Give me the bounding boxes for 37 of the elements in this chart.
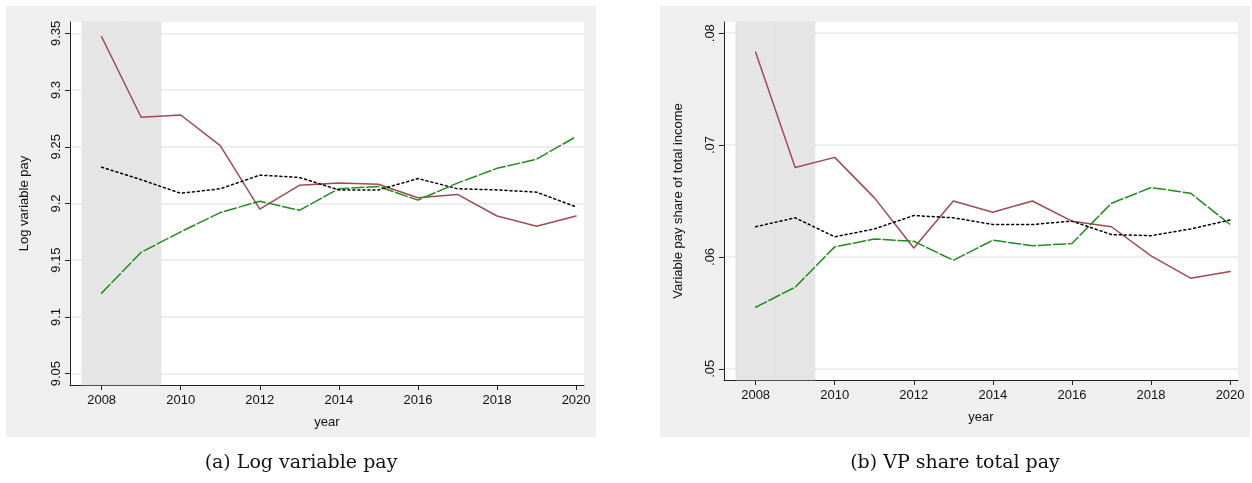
line-series bbox=[100, 135, 577, 294]
y-axis-title: Log variable pay bbox=[16, 155, 31, 252]
text: (a) Log variable pay bbox=[203, 450, 399, 472]
x-tick-label: 2014 bbox=[324, 392, 354, 407]
x-tick-label: 2008 bbox=[87, 392, 117, 407]
line-series bbox=[754, 214, 1231, 238]
line-series bbox=[754, 51, 1231, 279]
y-axis-title: Variable pay share of total income bbox=[670, 103, 685, 299]
y-tick-label: 9.3 bbox=[48, 81, 63, 100]
y-tick-label: .06 bbox=[702, 247, 717, 266]
x-axis-title: year bbox=[314, 414, 341, 429]
y-tick-label: 9.05 bbox=[48, 361, 63, 387]
x-tick-label: 2010 bbox=[820, 387, 850, 402]
y-tick-label: .07 bbox=[702, 136, 717, 155]
line-series bbox=[754, 186, 1231, 309]
line-series bbox=[100, 166, 577, 208]
y-tick-label: .08 bbox=[702, 24, 717, 43]
y-tick-label: 9.2 bbox=[48, 194, 63, 213]
x-tick-label: 2020 bbox=[561, 392, 591, 407]
x-tick-label: 2008 bbox=[741, 387, 771, 402]
x-axis-title: year bbox=[968, 409, 995, 424]
x-tick-label: 2010 bbox=[166, 392, 196, 407]
x-tick-label: 2012 bbox=[899, 387, 929, 402]
y-tick-label: .05 bbox=[702, 359, 717, 378]
x-tick-label: 2016 bbox=[403, 392, 433, 407]
line-series bbox=[100, 36, 577, 227]
x-tick-label: 2014 bbox=[978, 387, 1008, 402]
x-tick-label: 2012 bbox=[245, 392, 275, 407]
y-tick-label: 9.1 bbox=[48, 307, 63, 326]
x-tick-label: 2020 bbox=[1215, 387, 1245, 402]
y-tick-label: 9.15 bbox=[48, 247, 63, 273]
y-tick-label: 9.25 bbox=[48, 134, 63, 160]
x-tick-label: 2016 bbox=[1057, 387, 1087, 402]
y-tick-label: 9.35 bbox=[48, 20, 63, 46]
x-tick-label: 2018 bbox=[482, 392, 512, 407]
text: (b) VP share total pay bbox=[849, 450, 1061, 472]
x-tick-label: 2018 bbox=[1136, 387, 1166, 402]
